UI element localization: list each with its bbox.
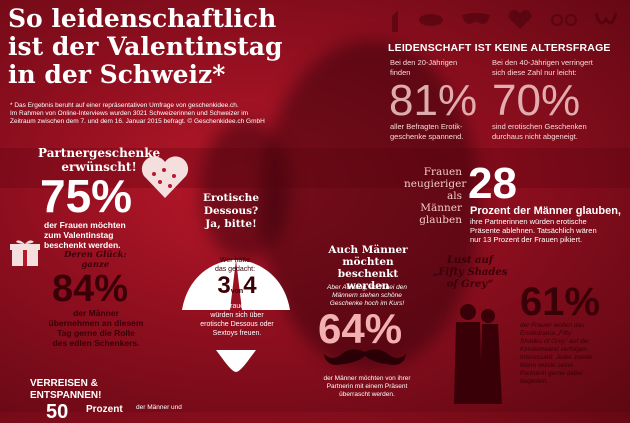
hand-silhouette [200, 120, 290, 260]
dessous-heading: Erotische Dessous? Ja, bitte! [203, 192, 259, 230]
curious-heading: Frauen neugieriger als Männer glauben [404, 166, 467, 226]
partner-heading: Partnergeschenke erwünscht! [38, 146, 161, 174]
travel-word: Prozent [86, 404, 123, 415]
age-left-percent: 81% [389, 76, 478, 125]
giver-desc: der Männer übernehmen an diesem Tag gerne … [48, 308, 144, 348]
bra-outline-icon [182, 260, 290, 310]
couple-silhouette [260, 40, 480, 370]
partner-percent: 75% [40, 170, 133, 222]
handcuffs-icon [550, 14, 577, 26]
age-right-percent: 70% [492, 76, 581, 125]
dessous-ratio: 3von4 [217, 272, 257, 299]
age-right-desc: sind erotischen Geschenken durchaus nicht… [492, 122, 587, 141]
icon-row [388, 4, 618, 36]
travel-heading: VERREISEN & ENTSPANNEN! [30, 378, 102, 401]
age-right-intro: Bei den 40-Jährigen verringert sich diese… [492, 58, 593, 77]
partner-desc: der Frauen möchten zum Valentinstag besche… [44, 220, 126, 250]
gift-box-icon [10, 240, 40, 266]
page-title: So leidenschaftlich ist der Valentinstag… [8, 4, 283, 89]
fifty-desc: der Frauen wollen das Erotikdrama „Fifty S… [520, 322, 593, 385]
mustache-icon [324, 349, 406, 365]
age-heading: LEIDENSCHAFT IST KEINE ALTERSFRAGE [388, 42, 611, 54]
curious-desc: Prozent der Männer glauben, ihre Partner… [470, 205, 621, 244]
men-desc: der Männer möchten von ihrer Partnerin mi… [323, 375, 411, 398]
men-percent: 64% [318, 305, 403, 352]
background-band [0, 148, 630, 188]
footnote: * Das Ergebnis beruht auf einer repräsen… [10, 102, 265, 125]
age-left-desc: aller Befragten Erotik-geschenke spannen… [390, 122, 464, 141]
curious-number: 28 [468, 159, 517, 208]
age-left-intro: Bei den 20-Jährigen finden [390, 58, 458, 77]
infographic: { "title": { "line1": "So leidenschaftli… [0, 0, 630, 412]
lipstick-icon [392, 10, 398, 32]
panties-icon [216, 350, 256, 372]
dessous-desc: Frauen würden sich über erotische Dessous … [200, 303, 274, 337]
travel-extra: der Männer und [136, 404, 182, 411]
dessous-intro: Wer hätte das gedacht: [214, 257, 256, 273]
giver-intro: Deren Glück: ganze [64, 250, 127, 270]
couple-icon [454, 304, 502, 404]
travel-number: 50 [46, 401, 69, 423]
fifty-heading: Lust auf „Fifty Shades of Grey“ [432, 255, 508, 290]
lips-icon [419, 14, 444, 26]
giver-percent: 84% [52, 268, 129, 310]
men-heading: Auch Männer möchten beschenkt werden [328, 244, 408, 292]
bra-icon [594, 12, 618, 25]
heart-icon [508, 10, 532, 29]
men-intro: Aber Achtung, auch bei den Männern stehen… [327, 284, 407, 307]
fifty-percent: 61% [520, 280, 601, 324]
mask-icon [461, 13, 490, 24]
hearts-gift-icon [141, 156, 189, 198]
